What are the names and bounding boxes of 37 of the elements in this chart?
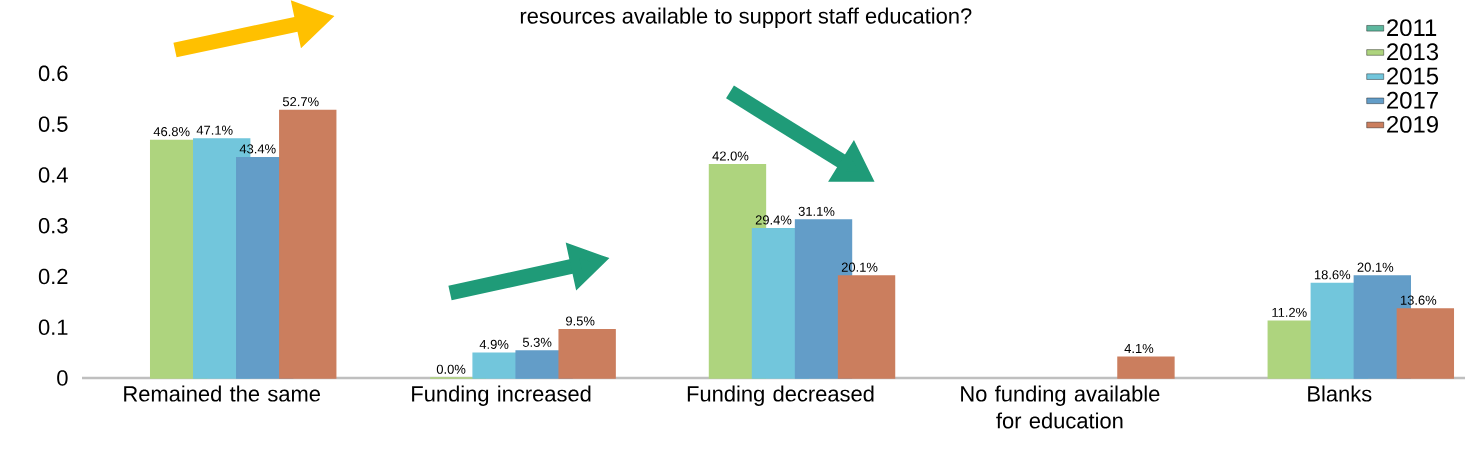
bar bbox=[1117, 356, 1175, 379]
data-label: 20.1% bbox=[1357, 262, 1394, 272]
legend-label: 2019 bbox=[1387, 115, 1438, 133]
legend-label: 2015 bbox=[1387, 67, 1439, 85]
y-tick-label: 0.5 bbox=[38, 116, 68, 132]
x-tick-label: No funding available for education bbox=[961, 385, 1160, 429]
data-label: 18.6% bbox=[1314, 270, 1351, 280]
y-tick-label: 0.1 bbox=[38, 319, 68, 335]
data-label: 42.0% bbox=[712, 151, 749, 161]
y-tick-label: 0.6 bbox=[38, 65, 68, 82]
legend-label: 2013 bbox=[1387, 43, 1439, 61]
data-label: 9.5% bbox=[566, 316, 595, 326]
x-tick-label: Funding decreased bbox=[687, 385, 874, 406]
data-label: 4.9% bbox=[479, 339, 509, 349]
legend-label: 2011 bbox=[1387, 19, 1437, 37]
y-tick-label: 0 bbox=[57, 370, 68, 386]
data-label: 5.3% bbox=[522, 337, 552, 347]
data-label: 0.0% bbox=[436, 364, 466, 374]
x-tick-label: Funding increased bbox=[412, 385, 591, 406]
bar bbox=[837, 275, 896, 379]
bar bbox=[1396, 308, 1455, 379]
x-tick-label: Blanks bbox=[1308, 385, 1372, 402]
data-label: 31.1% bbox=[798, 206, 835, 216]
data-label: 52.7% bbox=[282, 97, 319, 107]
legend-label: 2017 bbox=[1387, 91, 1438, 109]
data-label: 4.1% bbox=[1124, 343, 1154, 353]
data-label: 11.2% bbox=[1272, 307, 1307, 317]
bar bbox=[558, 329, 616, 379]
data-label: 47.1% bbox=[196, 125, 233, 135]
data-label: 29.4% bbox=[755, 215, 792, 225]
data-label: 46.8% bbox=[153, 127, 190, 137]
chart-title: resources available to support staff education? bbox=[520, 7, 972, 29]
x-tick-label: Remained the same bbox=[124, 385, 320, 402]
y-tick-label: 0.2 bbox=[38, 268, 68, 285]
y-tick-label: 0.4 bbox=[38, 167, 68, 183]
bar bbox=[279, 109, 337, 379]
y-tick-label: 0.3 bbox=[38, 217, 68, 234]
